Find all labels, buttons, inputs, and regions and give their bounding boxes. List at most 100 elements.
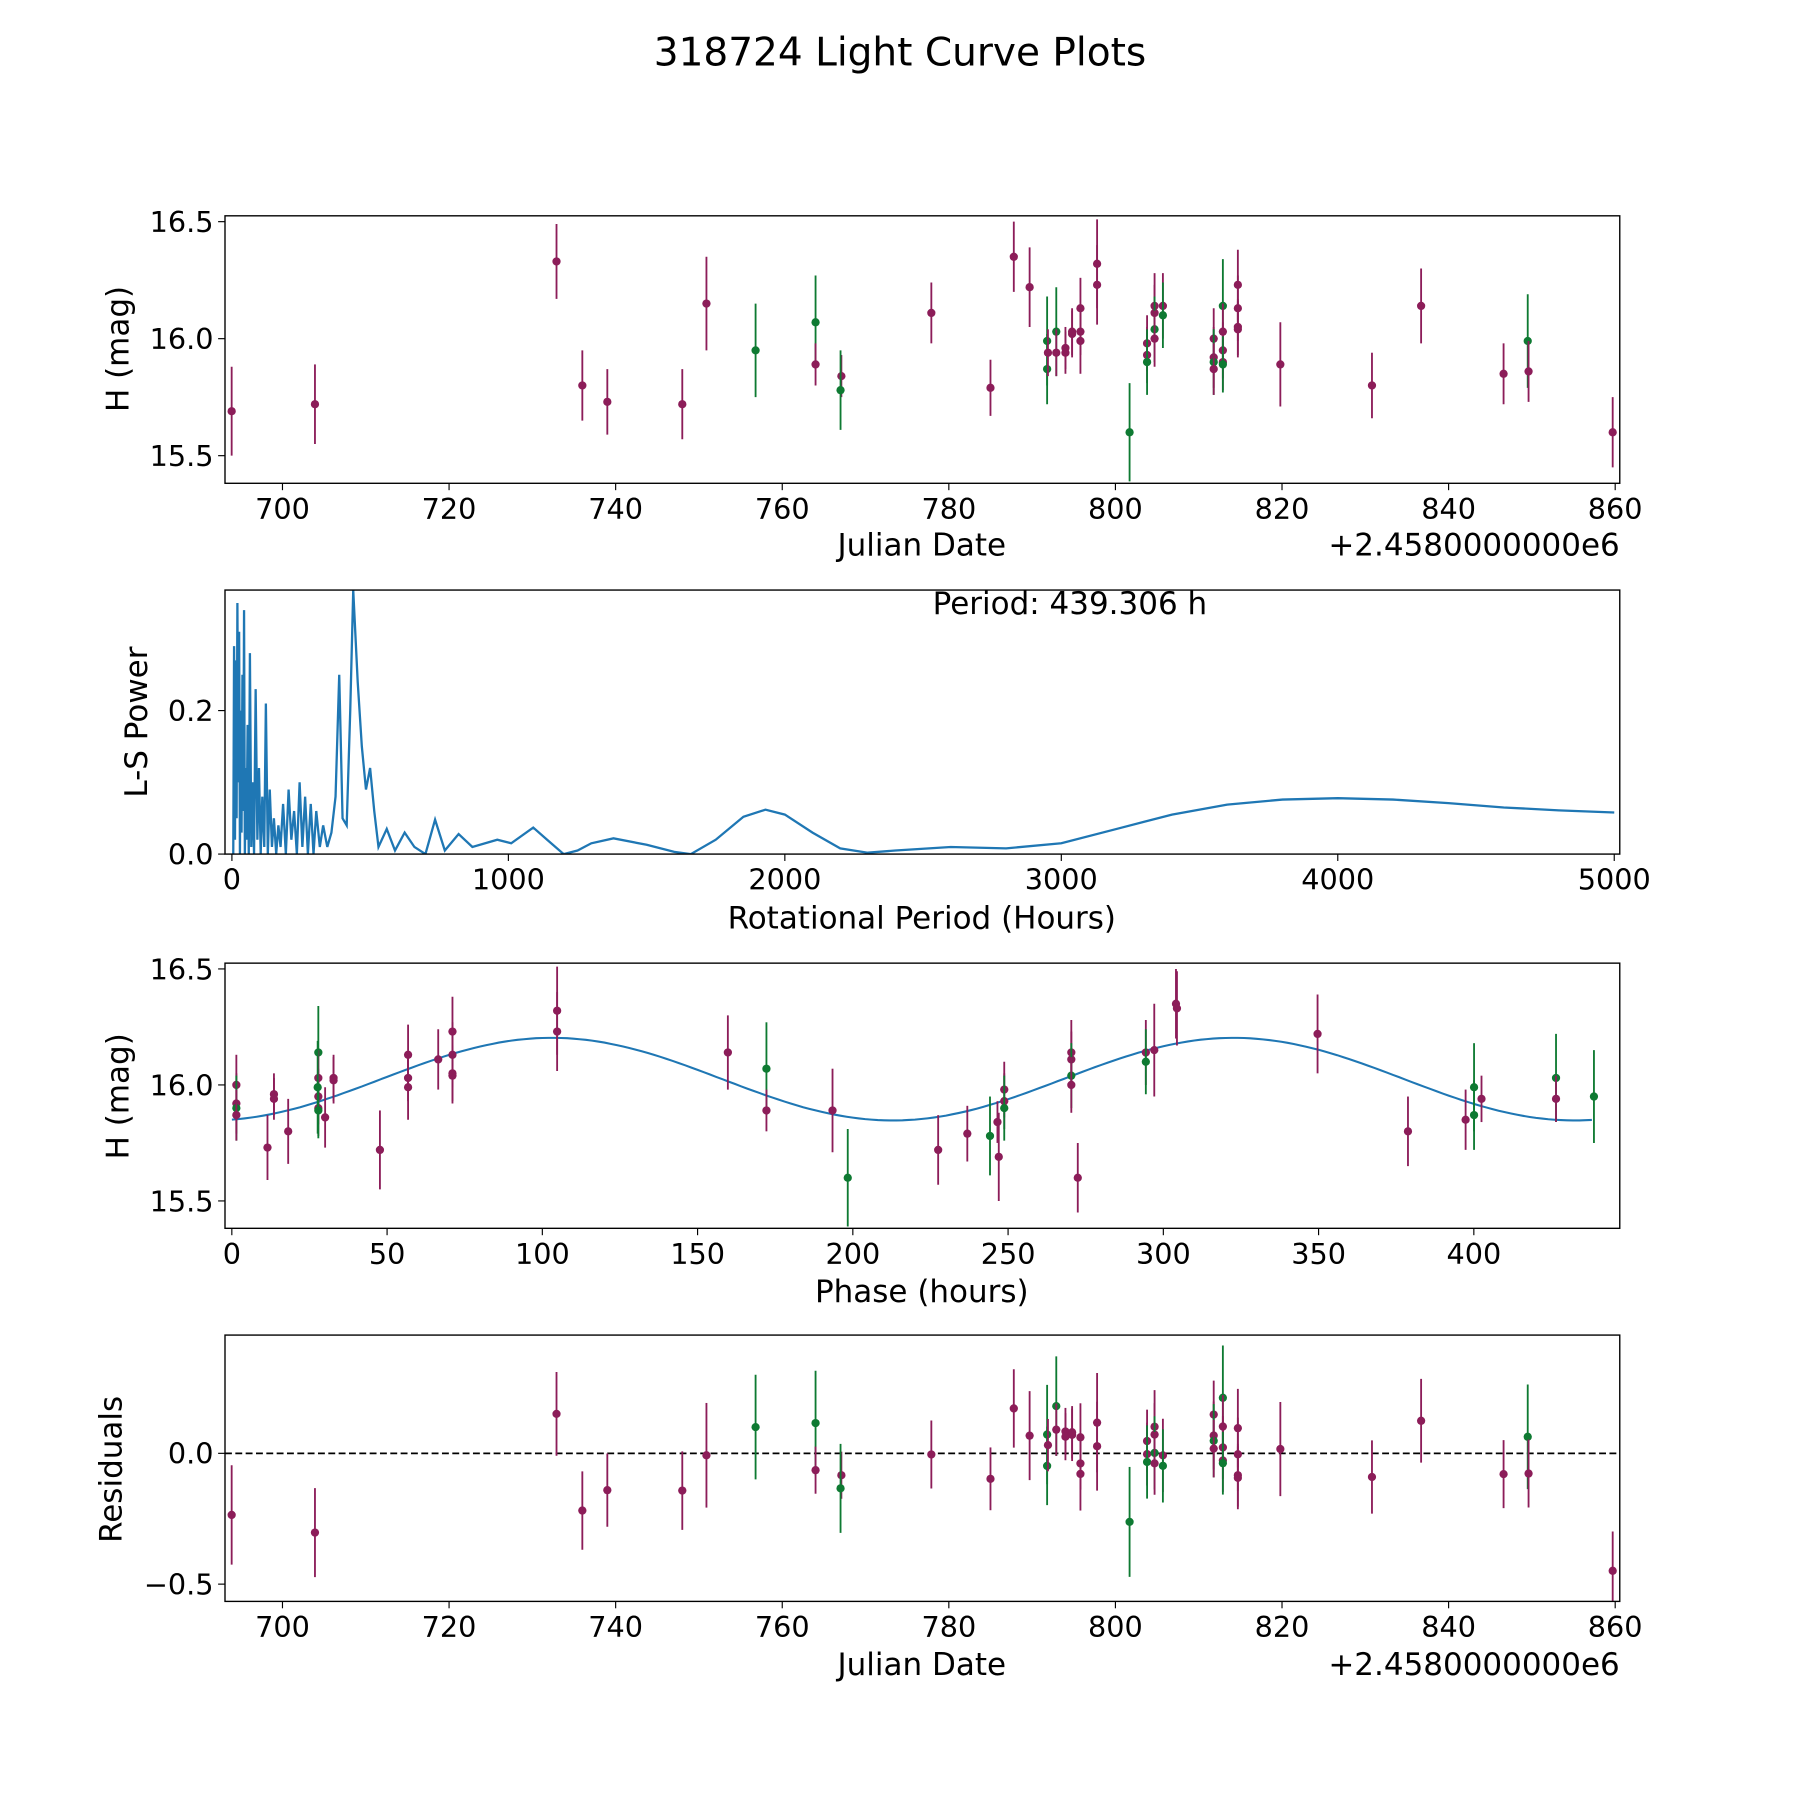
x-tick-label: 0	[223, 863, 241, 897]
x-tick-label: 740	[588, 492, 643, 526]
data-point	[1076, 1403, 1085, 1472]
data-point	[1589, 1050, 1599, 1143]
marker	[934, 1145, 943, 1155]
marker	[578, 381, 587, 390]
marker	[448, 1071, 457, 1080]
y-tick-label: 0.0	[168, 1437, 214, 1471]
x-tick-label: 400	[1446, 1237, 1501, 1271]
data-point	[836, 1443, 845, 1533]
data-point	[1000, 1075, 1009, 1141]
marker	[1076, 1469, 1085, 1479]
phased-xlabel: Phase (hours)	[815, 1274, 1029, 1310]
marker	[1142, 1457, 1152, 1467]
marker	[1073, 1173, 1082, 1182]
marker	[1499, 1470, 1508, 1479]
marker	[986, 1474, 995, 1483]
y-tick-label: −0.5	[144, 1567, 214, 1601]
data-point	[994, 1112, 1003, 1201]
data-point	[1416, 1378, 1426, 1463]
marker	[762, 1106, 771, 1115]
data-point	[1367, 352, 1377, 419]
x-tick-label: 800	[1088, 1610, 1143, 1644]
x-tick-label: 800	[1088, 492, 1143, 526]
data-point	[1150, 310, 1159, 367]
marker	[927, 308, 936, 318]
data-point	[603, 369, 612, 435]
data-point	[1551, 1075, 1561, 1123]
marker	[702, 299, 711, 308]
data-point	[310, 364, 320, 444]
marker	[1367, 1472, 1377, 1482]
marker	[1461, 1115, 1470, 1124]
marker	[227, 1510, 236, 1520]
x-tick-label: 0	[223, 1237, 241, 1271]
x-tick-label: 4000	[1301, 863, 1374, 897]
marker	[986, 383, 995, 392]
marker	[1551, 1094, 1561, 1103]
marker	[1092, 280, 1102, 289]
marker	[1524, 1469, 1533, 1478]
marker	[1142, 357, 1152, 367]
marker	[1416, 301, 1426, 311]
lightcurve-axes: 700 720 740 760 780 800 820 840 860 15.5 16.0 16.5	[150, 205, 1643, 526]
residuals-offset: +2.4580000000e6	[1328, 1647, 1619, 1683]
periodogram-panel: Period: 439.306 h Rotational Period (Hou…	[119, 586, 1207, 937]
marker	[1150, 1459, 1159, 1468]
data-point	[1142, 329, 1152, 395]
x-tick-label: 100	[515, 1237, 570, 1271]
data-point	[934, 1115, 943, 1185]
data-point	[1052, 1403, 1061, 1456]
marker	[1000, 1104, 1009, 1113]
marker	[1608, 1566, 1617, 1575]
residuals-xlabel: Julian Date	[836, 1647, 1007, 1683]
marker	[603, 397, 612, 406]
data-point	[1125, 383, 1134, 482]
data-point	[1218, 1431, 1228, 1495]
data-point	[552, 224, 561, 299]
data-point	[993, 1101, 1002, 1143]
marker	[836, 386, 845, 395]
x-tick-label: 2000	[748, 863, 821, 897]
phased-axes: 0 50 100 150 200 250 300 350 400 15.5 16.0 16.5	[150, 952, 1502, 1271]
marker	[762, 1064, 771, 1073]
x-tick-label: 300	[1136, 1237, 1191, 1271]
data-point	[1061, 1413, 1070, 1461]
marker	[310, 1528, 320, 1537]
data-point	[762, 1089, 771, 1132]
marker	[678, 400, 687, 409]
data-point	[1009, 221, 1018, 292]
residuals-plot-area	[225, 1345, 1620, 1602]
marker	[1416, 1416, 1426, 1425]
data-point	[1150, 1003, 1159, 1097]
data-point	[1172, 971, 1182, 1046]
data-point	[552, 992, 562, 1072]
x-tick-label: 3000	[1025, 863, 1098, 897]
marker	[1313, 1029, 1322, 1039]
data-point	[1052, 329, 1061, 377]
marker	[843, 1173, 852, 1182]
x-tick-label: 780	[921, 1610, 976, 1644]
data-point	[811, 343, 820, 386]
marker	[1403, 1127, 1413, 1136]
marker	[403, 1050, 413, 1059]
periodogram-xlabel: Rotational Period (Hours)	[728, 901, 1116, 937]
residuals-frame	[224, 1334, 1621, 1603]
y-tick-label: 0.0	[168, 837, 214, 871]
marker	[1150, 334, 1159, 343]
data-point	[986, 1447, 995, 1511]
marker	[1276, 360, 1285, 369]
marker	[1523, 1432, 1532, 1441]
marker	[310, 400, 320, 409]
data-point	[1067, 1057, 1076, 1113]
marker	[994, 1152, 1003, 1161]
marker	[1276, 1444, 1285, 1454]
data-point	[1313, 994, 1322, 1074]
data-point	[1067, 1408, 1077, 1462]
x-tick-label: 250	[981, 1237, 1036, 1271]
marker	[1061, 348, 1070, 357]
x-tick-label: 200	[825, 1237, 880, 1271]
figure-title: 318724 Light Curve Plots	[654, 30, 1146, 75]
marker	[702, 1451, 711, 1460]
x-tick-label: 150	[670, 1237, 725, 1271]
